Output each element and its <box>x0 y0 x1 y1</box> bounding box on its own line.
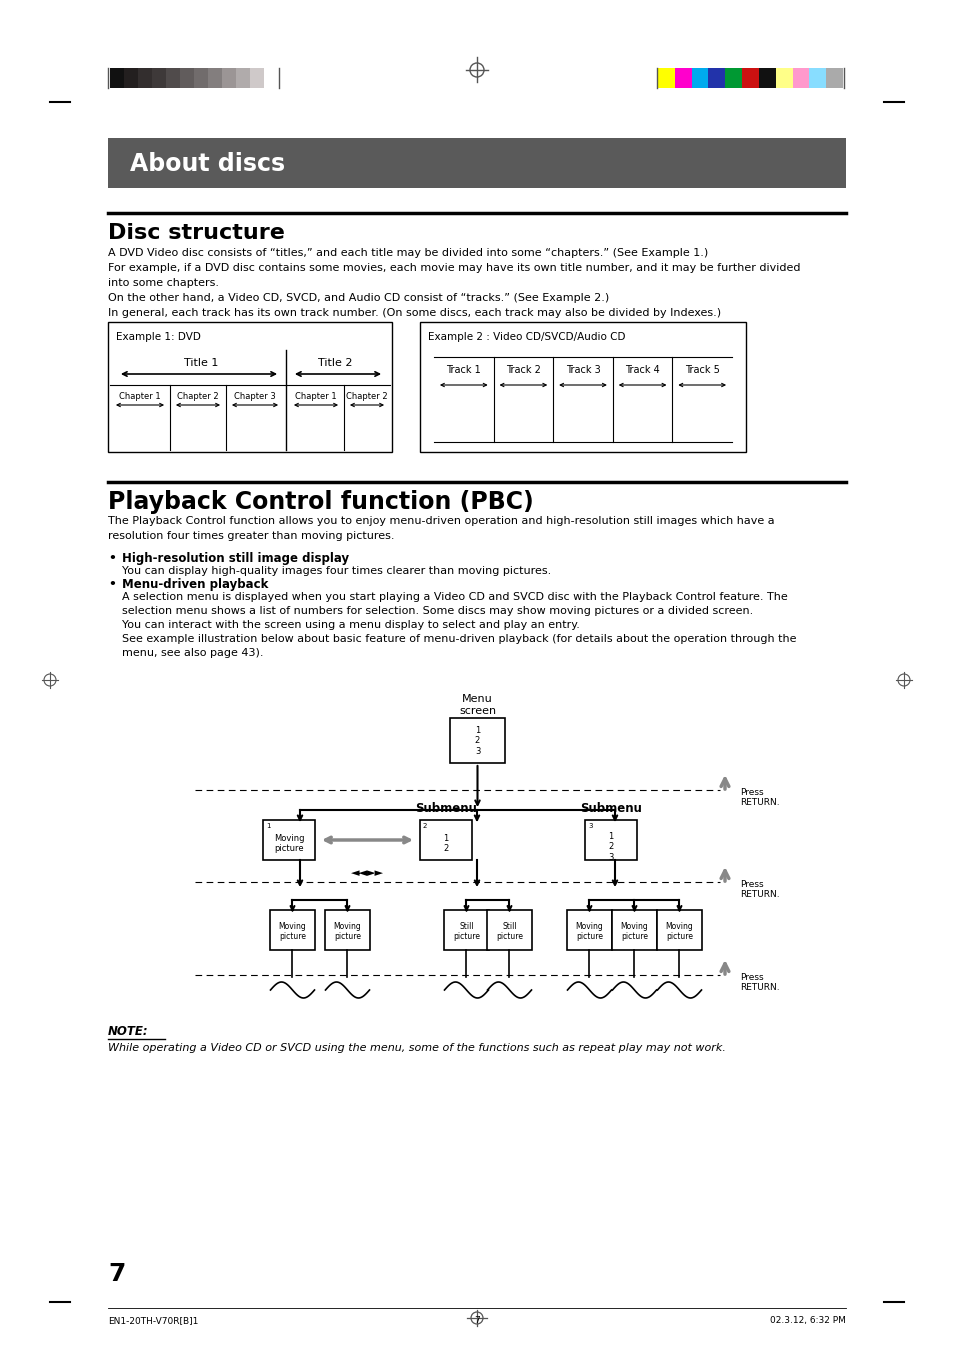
Bar <box>235 68 250 88</box>
Bar <box>674 68 691 88</box>
Text: 02.3.12, 6:32 PM: 02.3.12, 6:32 PM <box>769 1315 845 1325</box>
Bar <box>691 68 708 88</box>
Bar <box>419 322 745 452</box>
Bar <box>708 68 724 88</box>
Text: Track 1: Track 1 <box>446 365 480 375</box>
Text: While operating a Video CD or SVCD using the menu, some of the functions such as: While operating a Video CD or SVCD using… <box>108 1042 725 1053</box>
Text: Disc structure: Disc structure <box>108 223 285 243</box>
Text: A DVD Video disc consists of “titles,” and each title may be divided into some “: A DVD Video disc consists of “titles,” a… <box>108 247 707 258</box>
Text: Chapter 1: Chapter 1 <box>119 392 161 402</box>
Bar <box>180 68 193 88</box>
Text: Chapter 2: Chapter 2 <box>346 392 388 402</box>
Bar <box>775 68 792 88</box>
Bar <box>108 322 392 452</box>
Text: About discs: About discs <box>130 151 285 176</box>
Bar <box>566 910 612 950</box>
Bar <box>263 821 314 860</box>
Text: Still
picture: Still picture <box>496 922 522 941</box>
Text: High-resolution still image display: High-resolution still image display <box>122 552 349 565</box>
Bar <box>658 68 674 88</box>
Text: Chapter 3: Chapter 3 <box>233 392 275 402</box>
Bar <box>825 68 842 88</box>
Text: Track 5: Track 5 <box>684 365 719 375</box>
Bar <box>741 68 759 88</box>
Text: 1
2
3: 1 2 3 <box>608 831 613 861</box>
Text: resolution four times greater than moving pictures.: resolution four times greater than movin… <box>108 531 395 541</box>
Bar <box>166 68 180 88</box>
Bar <box>124 68 138 88</box>
Text: •: • <box>108 579 115 591</box>
Text: Track 4: Track 4 <box>624 365 659 375</box>
Text: 1: 1 <box>266 823 271 829</box>
Bar <box>270 910 314 950</box>
Bar <box>486 910 532 950</box>
Text: selection menu shows a list of numbers for selection. Some discs may show moving: selection menu shows a list of numbers f… <box>122 606 753 617</box>
Bar <box>222 68 235 88</box>
Text: Title 1: Title 1 <box>184 358 218 368</box>
Bar <box>792 68 808 88</box>
Text: Example 1: DVD: Example 1: DVD <box>116 333 201 342</box>
Text: menu, see also page 43).: menu, see also page 43). <box>122 648 263 658</box>
Text: Track 3: Track 3 <box>565 365 599 375</box>
Text: Menu-driven playback: Menu-driven playback <box>122 579 268 591</box>
Bar <box>108 138 845 188</box>
Bar <box>208 68 222 88</box>
Text: 3: 3 <box>587 823 592 829</box>
Bar <box>612 910 657 950</box>
Bar <box>759 68 775 88</box>
Text: 1
2
3: 1 2 3 <box>475 726 479 756</box>
Text: Moving
picture: Moving picture <box>575 922 602 941</box>
Text: Menu
screen: Menu screen <box>458 695 496 717</box>
Bar <box>325 910 370 950</box>
Bar <box>450 718 504 763</box>
Text: 2: 2 <box>422 823 427 829</box>
Text: Moving
picture: Moving picture <box>665 922 693 941</box>
Text: You can display high-quality images four times clearer than moving pictures.: You can display high-quality images four… <box>122 566 551 576</box>
Text: Press
RETURN.: Press RETURN. <box>740 880 779 899</box>
Text: Moving
picture: Moving picture <box>334 922 361 941</box>
Bar <box>584 821 637 860</box>
Text: •: • <box>108 552 115 565</box>
Text: On the other hand, a Video CD, SVCD, and Audio CD consist of “tracks.” (See Exam: On the other hand, a Video CD, SVCD, and… <box>108 293 609 303</box>
Text: The Playback Control function allows you to enjoy menu-driven operation and high: The Playback Control function allows you… <box>108 516 774 526</box>
Text: You can interact with the screen using a menu display to select and play an entr: You can interact with the screen using a… <box>122 621 579 630</box>
Text: Track 2: Track 2 <box>505 365 540 375</box>
Bar <box>193 68 208 88</box>
Text: See example illustration below about basic feature of menu-driven playback (for : See example illustration below about bas… <box>122 634 796 644</box>
Text: In general, each track has its own track number. (On some discs, each track may : In general, each track has its own track… <box>108 308 720 318</box>
Text: NOTE:: NOTE: <box>108 1025 149 1038</box>
Text: Chapter 1: Chapter 1 <box>294 392 336 402</box>
Text: into some chapters.: into some chapters. <box>108 279 219 288</box>
Text: 7: 7 <box>474 1315 479 1325</box>
Bar <box>250 68 264 88</box>
Text: Submenu: Submenu <box>579 802 641 815</box>
Text: ◄◄: ◄◄ <box>351 868 368 877</box>
Bar <box>443 910 489 950</box>
Text: For example, if a DVD disc contains some movies, each movie may have its own tit: For example, if a DVD disc contains some… <box>108 264 800 273</box>
Text: 7: 7 <box>108 1261 125 1286</box>
Text: Still
picture: Still picture <box>453 922 479 941</box>
Text: Chapter 2: Chapter 2 <box>177 392 218 402</box>
Bar <box>110 68 124 88</box>
Text: Title 2: Title 2 <box>317 358 352 368</box>
Text: ►►: ►► <box>367 868 384 877</box>
Text: Moving
picture: Moving picture <box>278 922 306 941</box>
Text: EN1-20TH-V70R[B]1: EN1-20TH-V70R[B]1 <box>108 1315 198 1325</box>
Bar <box>138 68 152 88</box>
Bar <box>419 821 472 860</box>
Text: 1
2: 1 2 <box>443 834 448 853</box>
Text: Press
RETURN.: Press RETURN. <box>740 788 779 807</box>
Bar <box>152 68 166 88</box>
Text: Playback Control function (PBC): Playback Control function (PBC) <box>108 489 533 514</box>
Text: Press
RETURN.: Press RETURN. <box>740 973 779 992</box>
Text: Example 2 : Video CD/SVCD/Audio CD: Example 2 : Video CD/SVCD/Audio CD <box>428 333 625 342</box>
Text: Submenu: Submenu <box>415 802 476 815</box>
Bar <box>724 68 741 88</box>
Text: A selection menu is displayed when you start playing a Video CD and SVCD disc wi: A selection menu is displayed when you s… <box>122 592 787 602</box>
Text: Moving
picture: Moving picture <box>274 834 304 853</box>
Bar <box>657 910 701 950</box>
Text: Moving
picture: Moving picture <box>620 922 648 941</box>
Bar <box>808 68 825 88</box>
Bar <box>264 68 277 88</box>
